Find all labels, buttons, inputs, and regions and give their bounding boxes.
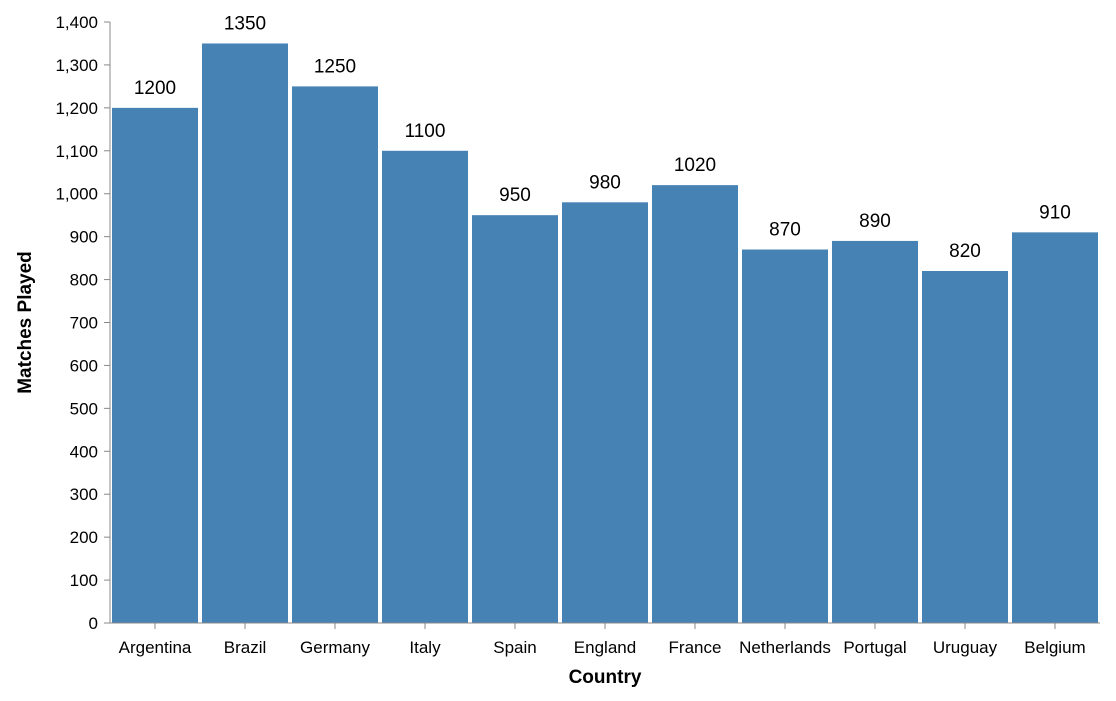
y-tick-label: 1,200	[55, 99, 98, 118]
data-label-belgium: 910	[1039, 202, 1071, 223]
y-axis: 0 100 200 300 400 500 600 700 800 900 1,000 1,100 1,…	[55, 13, 111, 633]
bar-spain	[472, 215, 558, 623]
data-labels-group: 1200 1350 1250 1100 950 980 1020 870 890 820 910	[134, 13, 1071, 262]
data-label-spain: 950	[499, 185, 531, 206]
data-label-argentina: 1200	[134, 78, 176, 99]
y-tick-label: 100	[70, 571, 98, 590]
bar-france	[652, 185, 738, 623]
bar-brazil	[202, 43, 288, 623]
y-tick-label: 300	[70, 485, 98, 504]
x-tick-label-brazil: Brazil	[224, 638, 267, 657]
y-tick-label: 200	[70, 528, 98, 547]
y-tick-label: 500	[70, 399, 98, 418]
x-axis: Argentina Brazil Germany Italy Spain England F…	[110, 622, 1100, 657]
bar-italy	[382, 150, 468, 624]
bar-england	[562, 202, 648, 624]
y-tick-label: 1,100	[55, 142, 98, 161]
data-label-netherlands: 870	[769, 220, 801, 241]
x-tick-label-belgium: Belgium	[1024, 638, 1085, 657]
bars-group	[112, 43, 1098, 624]
y-tick-label: 600	[70, 356, 98, 375]
bar-netherlands	[742, 249, 828, 623]
bar-belgium	[1012, 232, 1098, 623]
data-label-italy: 1100	[405, 121, 446, 142]
x-ticks: Argentina Brazil Germany Italy Spain England F…	[119, 623, 1086, 657]
y-tick-label: 1,400	[55, 13, 98, 32]
data-label-uruguay: 820	[949, 241, 981, 262]
y-tick-label: 1,000	[55, 185, 98, 204]
x-tick-label-portugal: Portugal	[843, 638, 906, 657]
x-tick-label-netherlands: Netherlands	[739, 638, 831, 657]
y-tick-label: 700	[70, 314, 98, 333]
x-axis-title: Country	[569, 667, 642, 688]
bar-uruguay	[922, 270, 1008, 623]
data-label-brazil: 1350	[224, 13, 266, 34]
bar-germany	[292, 86, 378, 623]
data-label-england: 980	[589, 172, 621, 193]
y-tick-label: 0	[89, 614, 98, 633]
y-tick-label: 800	[70, 271, 98, 290]
x-tick-label-england: England	[574, 638, 636, 657]
data-label-portugal: 890	[859, 211, 891, 232]
y-tick-label: 400	[70, 442, 98, 461]
x-tick-label-spain: Spain	[493, 638, 536, 657]
x-tick-label-uruguay: Uruguay	[933, 638, 998, 657]
x-tick-label-france: France	[669, 638, 722, 657]
bar-portugal	[832, 240, 918, 623]
y-tick-label: 900	[70, 228, 98, 247]
data-label-germany: 1250	[314, 56, 356, 77]
x-tick-label-germany: Germany	[300, 638, 370, 657]
y-tick-label: 1,300	[55, 56, 98, 75]
x-tick-label-argentina: Argentina	[119, 638, 192, 657]
x-tick-label-italy: Italy	[409, 638, 441, 657]
y-axis-title: Matches Played	[15, 251, 36, 394]
bar-argentina	[112, 107, 198, 624]
data-label-france: 1020	[674, 155, 716, 176]
y-ticks: 0 100 200 300 400 500 600 700 800 900 1,000 1,100 1,…	[55, 13, 110, 633]
